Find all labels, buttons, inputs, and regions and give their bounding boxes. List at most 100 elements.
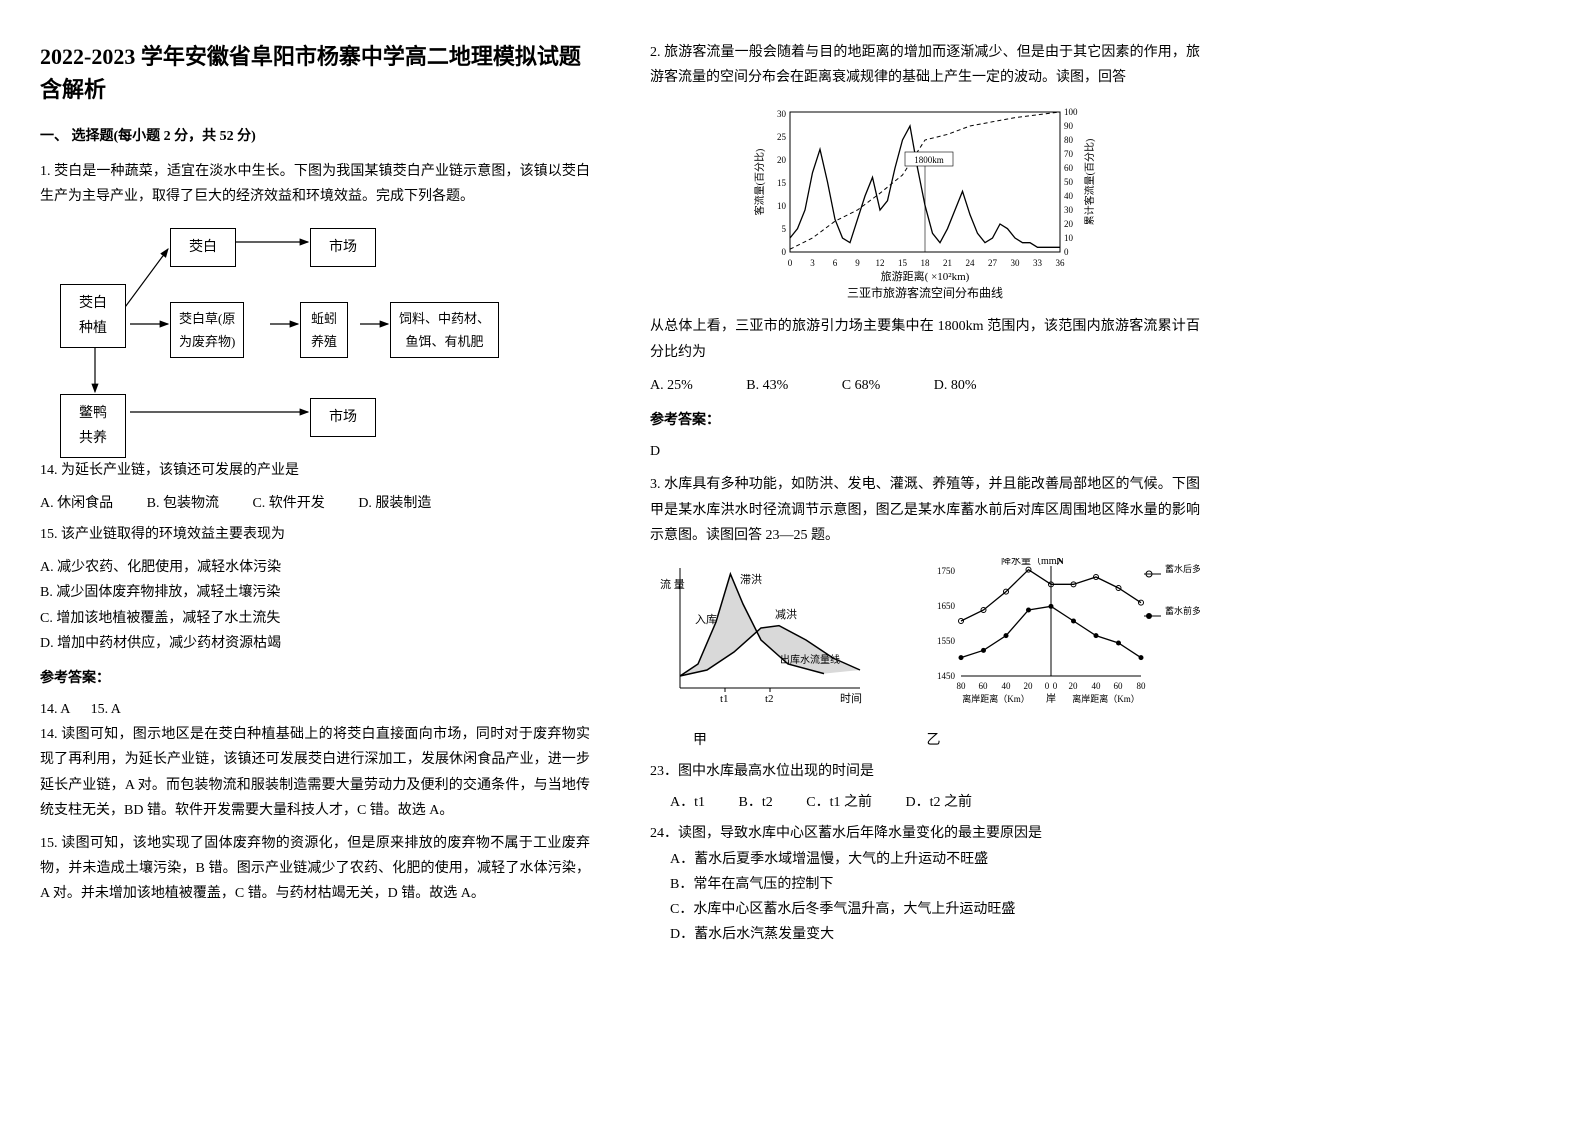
svg-text:出库水流量线: 出库水流量线 bbox=[780, 653, 840, 666]
q2-xlabel: 旅游距离( ×10²km) bbox=[881, 269, 970, 283]
svg-text:27: 27 bbox=[988, 258, 998, 268]
svg-text:0: 0 bbox=[1064, 247, 1069, 257]
node-market1: 市场 bbox=[310, 228, 376, 267]
svg-text:流 量: 流 量 bbox=[660, 577, 685, 591]
q14-opt-b: B. 包装物流 bbox=[147, 491, 219, 516]
svg-text:1550: 1550 bbox=[937, 636, 956, 646]
annotation-1800km: 1800km bbox=[914, 155, 944, 165]
q15-opt-d: D. 增加中药材供应，减少药材资源枯竭 bbox=[40, 631, 590, 656]
svg-text:60: 60 bbox=[1113, 681, 1123, 691]
q2-opt-c: C 68% bbox=[842, 373, 881, 398]
svg-text:5: 5 bbox=[782, 224, 787, 234]
svg-text:50: 50 bbox=[1064, 177, 1074, 187]
q2-opt-a: A. 25% bbox=[650, 373, 693, 398]
svg-text:30: 30 bbox=[777, 109, 787, 119]
svg-text:离岸距离（Km）: 离岸距离（Km） bbox=[1072, 693, 1140, 704]
q2-options: A. 25% B. 43% C 68% D. 80% bbox=[650, 373, 1200, 398]
svg-text:20: 20 bbox=[1064, 219, 1074, 229]
q15-opt-c: C. 增加该地植被覆盖，减轻了水土流失 bbox=[40, 606, 590, 631]
svg-text:24: 24 bbox=[966, 258, 976, 268]
q15-opt-a: A. 减少农药、化肥使用，减轻水体污染 bbox=[40, 555, 590, 580]
svg-text:15: 15 bbox=[898, 258, 908, 268]
fig-cap-b: 乙 bbox=[834, 728, 1034, 753]
node-market2: 市场 bbox=[310, 398, 376, 437]
q24-opt-a: A．蓄水后夏季水域增温慢，大气的上升运动不旺盛 bbox=[670, 847, 1200, 872]
svg-text:40: 40 bbox=[1064, 191, 1074, 201]
q14-options: A. 休闲食品 B. 包装物流 C. 软件开发 D. 服装制造 bbox=[40, 491, 590, 516]
q1-answer: 14. A 15. A bbox=[40, 697, 590, 722]
q3-fig-captions: 甲 乙 bbox=[650, 728, 1200, 753]
svg-text:0: 0 bbox=[1053, 681, 1058, 691]
section-1-heading: 一、 选择题(每小题 2 分，共 52 分) bbox=[40, 124, 590, 149]
q2-sub: 从总体上看，三亚市的旅游引力场主要集中在 1800km 范围内，该范围内旅游客流… bbox=[650, 314, 1200, 364]
svg-text:40: 40 bbox=[1091, 681, 1101, 691]
q24-opt-c: C．水库中心区蓄水后冬季气温升高，大气上升运动旺盛 bbox=[670, 897, 1200, 922]
svg-text:岸: 岸 bbox=[1046, 693, 1056, 705]
svg-text:100: 100 bbox=[1064, 107, 1078, 117]
svg-text:33: 33 bbox=[1033, 258, 1043, 268]
svg-text:21: 21 bbox=[943, 258, 952, 268]
svg-text:9: 9 bbox=[855, 258, 860, 268]
paper-title: 2022-2023 学年安徽省阜阳市杨寨中学高二地理模拟试题含解析 bbox=[40, 40, 590, 106]
svg-text:1750: 1750 bbox=[937, 566, 956, 576]
svg-text:18: 18 bbox=[921, 258, 931, 268]
q23-opt-c: C．t1 之前 bbox=[806, 790, 872, 815]
svg-text:70: 70 bbox=[1064, 149, 1074, 159]
svg-text:蓄水后多年平 均降水量线: 蓄水后多年平 均降水量线 bbox=[1165, 563, 1200, 574]
q14-text: 14. 为延长产业链，该镇还可发展的产业是 bbox=[40, 458, 590, 483]
svg-text:N: N bbox=[1056, 558, 1064, 567]
svg-text:30: 30 bbox=[1064, 205, 1074, 215]
svg-text:20: 20 bbox=[1023, 681, 1033, 691]
svg-text:60: 60 bbox=[1064, 163, 1074, 173]
q23-opt-d: D．t2 之前 bbox=[905, 790, 972, 815]
q3-fig-a: 滞洪 减洪 入库 出库水流量线 t1 t2 时间 流 量 bbox=[650, 558, 866, 708]
fig-cap-a: 甲 bbox=[650, 728, 750, 753]
q1-flowchart: 茭白 市场 茭白 种植 茭白草(原 为废弃物) 蚯蚓 养殖 饲料、中药材、 鱼饵… bbox=[60, 224, 520, 444]
node-zhongzhi: 茭白 种植 bbox=[60, 284, 126, 348]
node-jiaobai: 茭白 bbox=[170, 228, 236, 267]
svg-text:离岸距离（Km）: 离岸距离（Km） bbox=[962, 693, 1030, 704]
svg-text:1650: 1650 bbox=[937, 601, 956, 611]
svg-text:1450: 1450 bbox=[937, 671, 956, 681]
q24-opt-b: B．常年在高气压的控制下 bbox=[670, 872, 1200, 897]
svg-text:25: 25 bbox=[777, 132, 787, 142]
node-qiuyin: 蚯蚓 养殖 bbox=[300, 302, 348, 359]
svg-text:0: 0 bbox=[782, 247, 787, 257]
svg-text:15: 15 bbox=[777, 178, 787, 188]
svg-text:10: 10 bbox=[1064, 233, 1074, 243]
svg-text:t1: t1 bbox=[720, 693, 729, 705]
q24-text: 24．读图，导致水库中心区蓄水后年降水量变化的最主要原因是 bbox=[650, 821, 1200, 846]
q3-fig-b: 14501550 16501750 806040200 020406080 降水… bbox=[906, 558, 1200, 718]
q2-answer-label: 参考答案： bbox=[650, 408, 1200, 433]
svg-text:80: 80 bbox=[1136, 681, 1146, 691]
q1-stem: 1. 茭白是一种蔬菜，适宜在淡水中生长。下图为我国某镇茭白产业链示意图，该镇以茭… bbox=[40, 159, 590, 209]
q23-options: A．t1 B．t2 C．t1 之前 D．t2 之前 bbox=[650, 790, 1200, 815]
q23-opt-b: B．t2 bbox=[739, 790, 773, 815]
q23-text: 23．图中水库最高水位出现的时间是 bbox=[650, 759, 1200, 784]
node-bieya: 鳖鸭 共养 bbox=[60, 394, 126, 458]
node-cao: 茭白草(原 为废弃物) bbox=[170, 302, 244, 359]
q14-opt-c: C. 软件开发 bbox=[252, 491, 324, 516]
svg-text:入库: 入库 bbox=[695, 613, 717, 626]
q14-opt-d: D. 服装制造 bbox=[358, 491, 431, 516]
q15-text: 15. 该产业链取得的环境效益主要表现为 bbox=[40, 522, 590, 547]
q2-stem: 2. 旅游客流量一般会随着与目的地距离的增加而逐渐减少、但是由于其它因素的作用，… bbox=[650, 40, 1200, 90]
svg-text:时间: 时间 bbox=[840, 692, 862, 705]
svg-text:减洪: 减洪 bbox=[775, 607, 797, 621]
q2-opt-b: B. 43% bbox=[746, 373, 788, 398]
svg-text:20: 20 bbox=[1068, 681, 1078, 691]
q23-opt-a: A．t1 bbox=[670, 790, 705, 815]
q2-answer: D bbox=[650, 439, 1200, 464]
svg-text:90: 90 bbox=[1064, 121, 1074, 131]
svg-text:40: 40 bbox=[1001, 681, 1011, 691]
svg-text:20: 20 bbox=[777, 155, 787, 165]
svg-text:3: 3 bbox=[810, 258, 815, 268]
q2-caption: 三亚市旅游客流空间分布曲线 bbox=[847, 285, 1003, 300]
q15-opt-b: B. 减少固体废弃物排放，减轻土壤污染 bbox=[40, 580, 590, 605]
q1-answer-label: 参考答案： bbox=[40, 666, 590, 691]
q3-figures: 滞洪 减洪 入库 出库水流量线 t1 t2 时间 流 量 1450 1550 bbox=[650, 558, 1200, 718]
q24-opt-d: D．蓄水后水汽蒸发量变大 bbox=[670, 922, 1200, 947]
q2-ylabel-right: 累计客流量(百分比) bbox=[1083, 139, 1096, 226]
svg-text:0: 0 bbox=[1045, 681, 1050, 691]
svg-text:12: 12 bbox=[876, 258, 885, 268]
